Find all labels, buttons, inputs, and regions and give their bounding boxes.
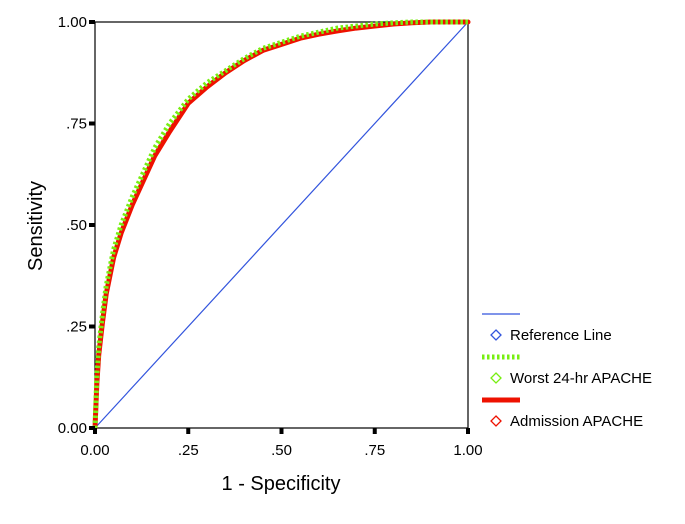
x-tick-mark bbox=[279, 428, 284, 434]
series-layer bbox=[92, 19, 471, 431]
series-line-reference-line bbox=[94, 21, 469, 429]
y-tick-label: .25 bbox=[66, 319, 87, 336]
x-axis-title: 1 - Specificity bbox=[222, 473, 341, 495]
x-tick-label: .50 bbox=[271, 442, 292, 459]
legend-marker-admission-apache bbox=[490, 415, 502, 427]
y-tick-mark bbox=[89, 20, 95, 24]
legend-marker-worst-24-hr-apache bbox=[490, 372, 502, 384]
x-tick-label: .75 bbox=[364, 442, 385, 459]
x-tick-mark bbox=[372, 428, 377, 434]
y-tick-label: 0.00 bbox=[58, 420, 87, 437]
y-tick-label: .50 bbox=[66, 217, 87, 234]
y-tick-mark bbox=[89, 324, 95, 329]
legend-label-admission-apache: Admission APACHE bbox=[510, 413, 643, 430]
x-tick-label: 0.00 bbox=[80, 442, 109, 459]
y-tick-mark bbox=[89, 426, 95, 430]
x-tick-mark bbox=[466, 428, 470, 434]
legend-label-reference-line: Reference Line bbox=[510, 327, 612, 344]
x-tick-label: 1.00 bbox=[453, 442, 482, 459]
x-tick-mark bbox=[186, 428, 191, 434]
legend: Reference Line Worst 24-hr APACHE Admissio… bbox=[482, 313, 652, 430]
y-tick-label: .75 bbox=[66, 116, 87, 133]
x-tick-label: .25 bbox=[178, 442, 199, 459]
axes-layer: 0.00 .25 .50 .75 1.00 0.00 .25 .50 .75 1.00 bbox=[58, 14, 483, 459]
y-axis-title: Sensitivity bbox=[25, 181, 47, 271]
series-line-worst-24-hr-apache bbox=[92, 19, 468, 429]
legend-marker-reference-line bbox=[490, 329, 502, 341]
x-tick-mark bbox=[93, 428, 97, 434]
y-tick-mark bbox=[89, 121, 95, 126]
y-tick-mark bbox=[89, 223, 95, 227]
legend-label-worst-24-hr-apache: Worst 24-hr APACHE bbox=[510, 370, 652, 387]
y-tick-label: 1.00 bbox=[58, 14, 87, 31]
